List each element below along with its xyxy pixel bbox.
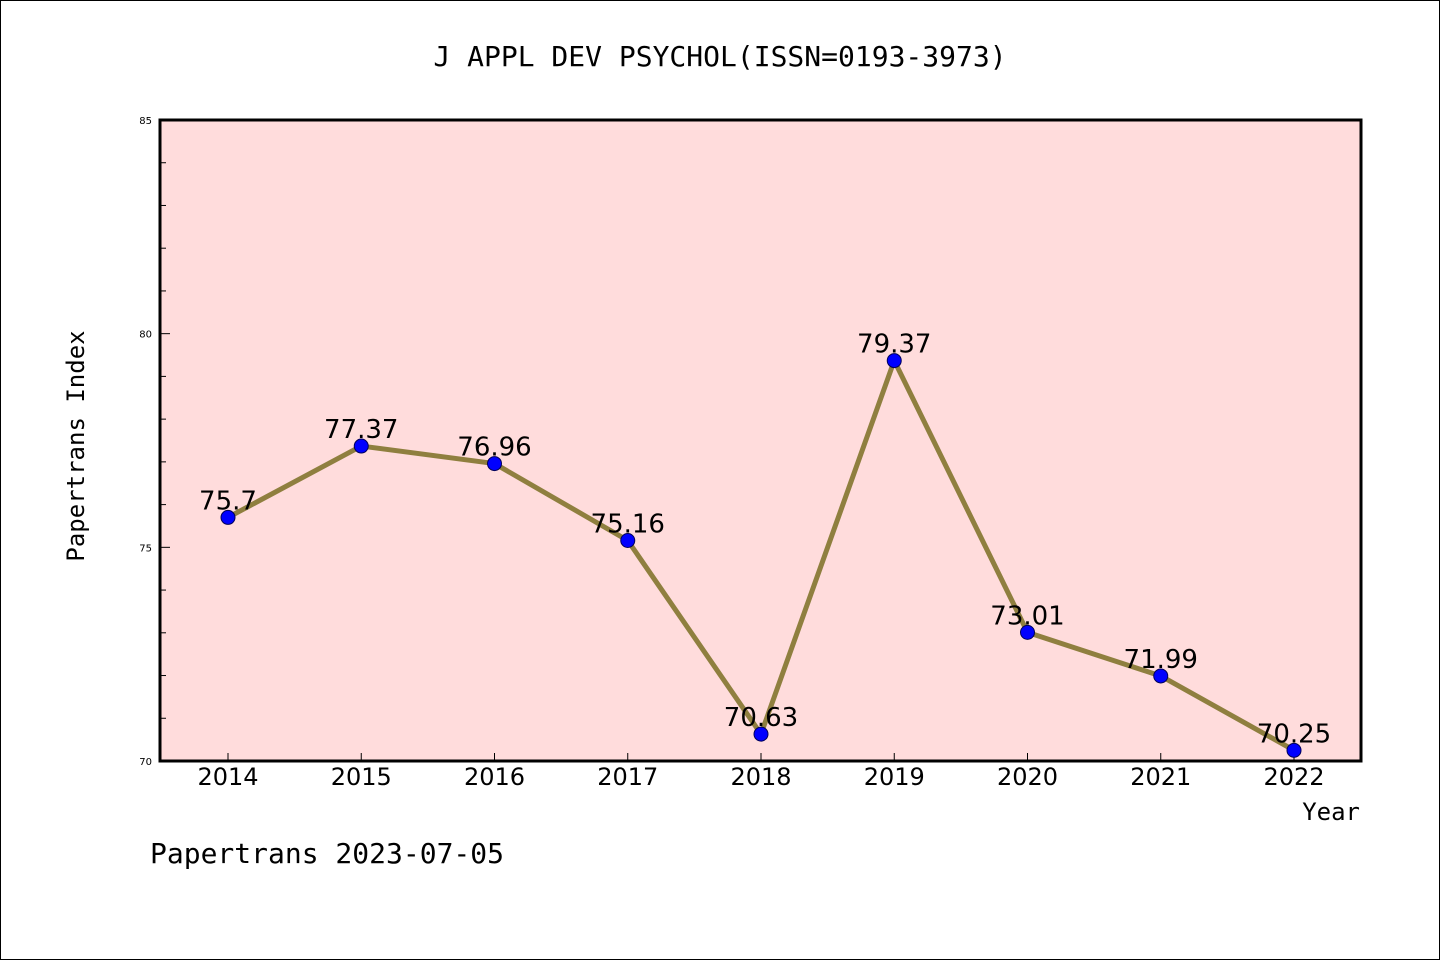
data-label: 71.99	[1124, 645, 1198, 675]
data-label: 75.16	[591, 509, 665, 539]
data-label: 76.96	[457, 433, 531, 463]
y-tick-label: 75	[139, 543, 152, 554]
data-labels: 75.7 77.37 76.96 75.16 70.63 79.37 73.01 71.99 7…	[199, 330, 1331, 750]
x-tick-label: 2017	[597, 763, 658, 791]
x-tick-label: 2018	[730, 763, 791, 791]
data-points	[220, 353, 1302, 758]
y-axis: 70 75 80 85	[139, 116, 170, 768]
data-point	[487, 456, 502, 472]
footer-stamp: Papertrans 2023-07-05	[150, 837, 504, 870]
x-tick-label: 2020	[997, 763, 1058, 791]
data-point	[753, 726, 769, 742]
x-tick-label: 2014	[197, 763, 258, 791]
x-axis: 2014 2015 2016 2017 2018 2019 2020 2021 2022	[197, 753, 1325, 791]
y-axis-title: Papertrans Index	[62, 330, 90, 561]
data-label: 79.37	[857, 330, 931, 360]
data-point	[620, 532, 636, 548]
data-point	[886, 353, 902, 369]
data-label: 70.25	[1257, 719, 1331, 749]
x-axis-title: Year	[1302, 798, 1360, 826]
chart-title: J APPL DEV PSYCHOL(ISSN=0193-3973)	[433, 40, 1006, 73]
data-label: 70.63	[724, 703, 798, 733]
y-tick-label: 85	[139, 116, 152, 127]
data-point	[1286, 742, 1302, 758]
y-tick-label: 80	[139, 330, 152, 341]
data-point	[1153, 668, 1169, 684]
data-label: 75.7	[199, 486, 257, 516]
y-tick-label: 70	[139, 757, 152, 768]
x-tick-label: 2022	[1263, 763, 1324, 791]
data-label: 77.37	[324, 415, 398, 445]
data-point	[353, 438, 369, 454]
x-tick-label: 2016	[464, 763, 525, 791]
x-tick-label: 2021	[1130, 763, 1191, 791]
x-tick-label: 2019	[864, 763, 925, 791]
data-point	[220, 509, 236, 525]
x-tick-label: 2015	[331, 763, 392, 791]
data-label: 73.01	[990, 601, 1064, 631]
data-point	[1020, 624, 1035, 640]
